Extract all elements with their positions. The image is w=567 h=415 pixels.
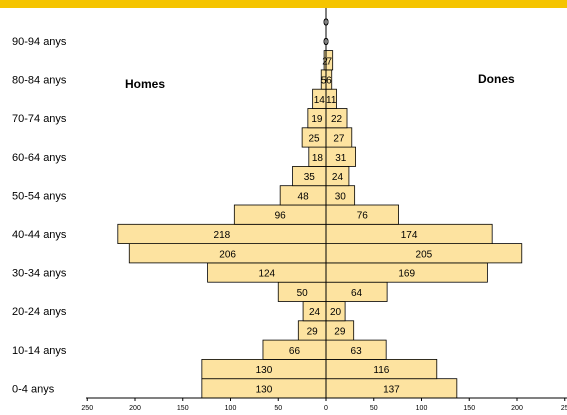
value-label-homes-9: 96: [275, 211, 287, 222]
value-label-dones-14: 22: [331, 114, 343, 125]
value-label-homes-11: 35: [304, 172, 316, 183]
value-label-dones-16: 6: [326, 76, 332, 87]
value-label-homes-14: 19: [311, 114, 323, 125]
value-label-homes-6: 124: [258, 269, 275, 280]
y-tick-label-8: 80-84 anys: [12, 75, 67, 87]
value-label-homes-17: 2: [322, 56, 328, 67]
y-tick-labels-group: 0-4 anys 10-14 anys 20-24 anys 30-34 anys 40…: [12, 36, 67, 395]
value-label-dones-3: 29: [334, 326, 346, 337]
bars-group: [117, 50, 523, 399]
y-tick-label-0: 0-4 anys: [12, 383, 55, 395]
value-label-homes-7: 206: [219, 249, 236, 260]
value-label-dones-12: 31: [335, 153, 347, 164]
x-tick-label-8: 150: [463, 405, 475, 412]
y-tick-label-2: 20-24 anys: [12, 306, 67, 318]
x-tick-label-6: 50: [370, 405, 378, 412]
value-label-dones-17: 7: [327, 56, 333, 67]
value-label-homes-16: 5: [321, 76, 327, 87]
series-label-homes: Homes: [125, 77, 165, 91]
value-label-dones-9: 76: [357, 211, 369, 222]
value-label-dones-13: 27: [333, 133, 345, 144]
value-label-dones-6: 169: [398, 269, 415, 280]
y-tick-label-9: 90-94 anys: [12, 36, 67, 48]
y-tick-label-5: 50-54 anys: [12, 190, 67, 202]
x-tick-label-3: 100: [225, 405, 237, 412]
x-tick-label-2: 150: [177, 405, 189, 412]
x-tick-label-4: 50: [274, 405, 282, 412]
y-tick-label-1: 10-14 anys: [12, 345, 67, 357]
value-label-dones-7: 205: [416, 249, 433, 260]
value-label-homes-10: 48: [298, 191, 310, 202]
value-label-homes-0: 130: [256, 384, 273, 395]
value-label-homes-5: 50: [297, 288, 309, 299]
x-tick-label-10: 25: [561, 405, 567, 412]
value-label-dones-4: 20: [330, 307, 342, 318]
title-strip: [0, 0, 567, 8]
y-tick-label-3: 30-34 anys: [12, 268, 67, 280]
series-label-dones: Dones: [478, 72, 515, 86]
value-label-dones-0: 137: [383, 384, 400, 395]
x-tick-label-7: 100: [416, 405, 428, 412]
value-label-dones-2: 63: [351, 346, 363, 357]
y-tick-label-6: 60-64 anys: [12, 152, 67, 164]
value-label-dones-1: 116: [373, 365, 389, 376]
value-label-dones-10: 30: [335, 191, 347, 202]
value-label-homes-2: 66: [289, 346, 301, 357]
value-label-homes-4: 24: [309, 307, 321, 318]
y-tick-label-4: 40-44 anys: [12, 229, 67, 241]
value-label-dones-15: 11: [326, 95, 337, 106]
x-tick-label-9: 200: [511, 405, 523, 412]
axes-group: 250 200 150 100 50 0 50 100 150 200 25: [81, 8, 567, 412]
value-label-homes-8: 218: [214, 230, 231, 241]
x-tick-label-1: 200: [129, 405, 141, 412]
value-label-dones-8: 174: [401, 230, 418, 241]
value-label-dones-11: 24: [332, 172, 344, 183]
y-tick-label-7: 70-74 anys: [12, 113, 67, 125]
value-label-homes-13: 25: [309, 133, 321, 144]
x-tick-label-0: 250: [81, 405, 93, 412]
value-label-homes-1: 130: [256, 365, 273, 376]
value-label-homes-15: 14: [314, 95, 326, 106]
value-label-dones-5: 64: [351, 288, 363, 299]
value-label-homes-12: 18: [312, 153, 324, 164]
value-label-homes-3: 29: [307, 326, 319, 337]
x-tick-label-5: 0: [324, 405, 328, 412]
